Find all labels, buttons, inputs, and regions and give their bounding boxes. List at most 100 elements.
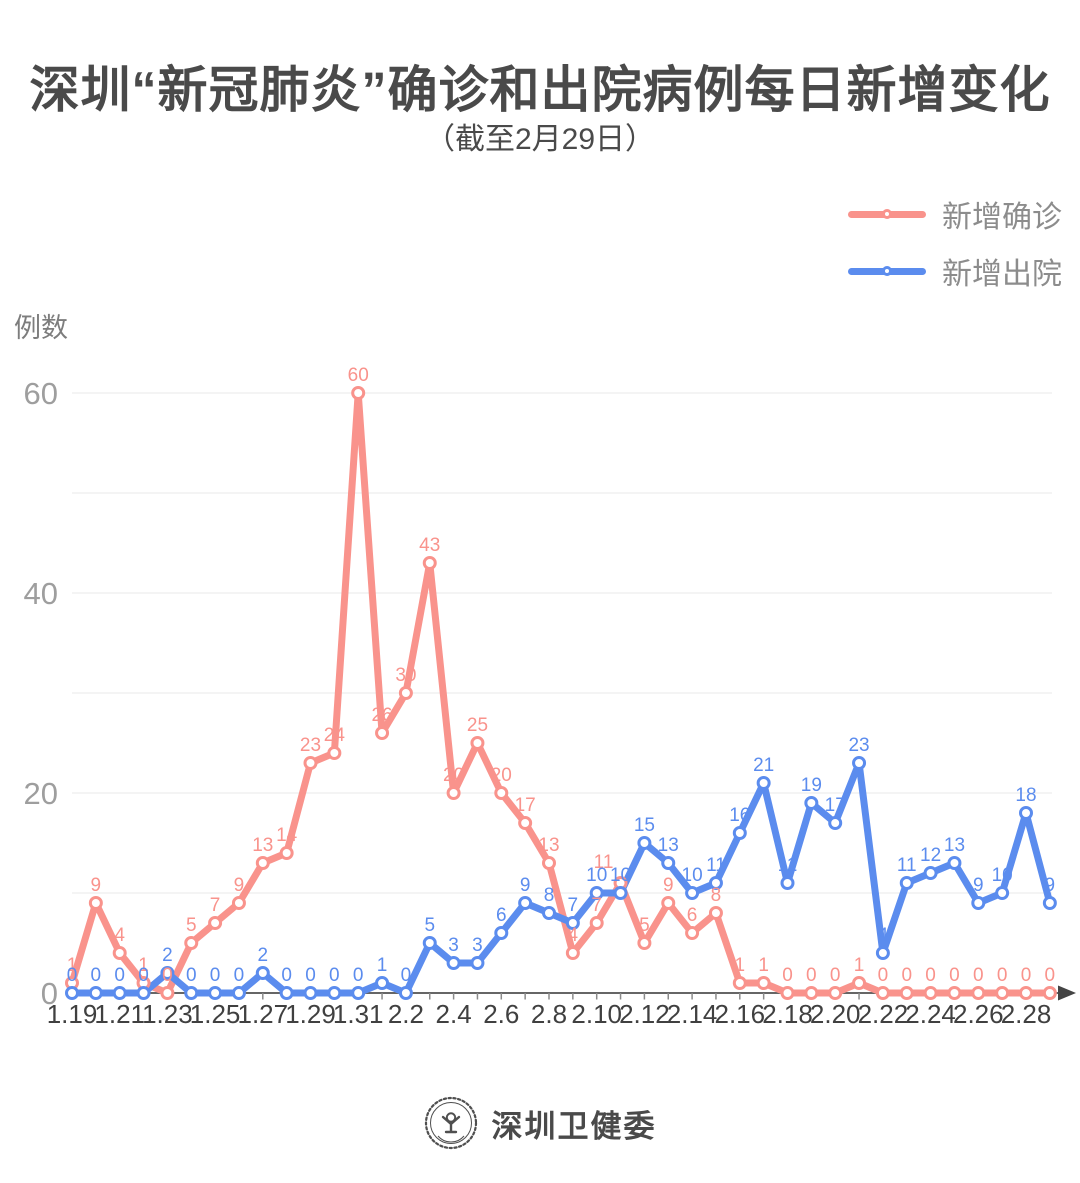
x-axis-arrow-icon <box>1058 985 1076 1001</box>
confirmed-data-label: 24 <box>324 725 346 746</box>
discharged-marker <box>852 756 867 770</box>
discharged-marker <box>899 876 914 890</box>
discharged-marker <box>375 976 390 990</box>
confirmed-marker <box>923 986 938 1000</box>
confirmed-data-label: 1 <box>67 955 78 976</box>
discharged-marker <box>565 916 580 930</box>
discharged-data-label: 6 <box>496 905 507 926</box>
confirmed-data-label: 25 <box>467 715 488 736</box>
confirmed-marker <box>756 976 771 990</box>
confirmed-data-label: 0 <box>925 965 936 986</box>
confirmed-marker <box>685 926 700 940</box>
discharged-marker <box>446 956 461 970</box>
discharged-marker <box>828 816 843 830</box>
confirmed-data-label: 0 <box>830 965 841 986</box>
confirmed-marker <box>828 986 843 1000</box>
discharged-data-label: 2 <box>258 945 269 966</box>
discharged-marker <box>398 986 413 1000</box>
discharged-marker <box>65 986 79 1000</box>
confirmed-data-label: 8 <box>711 885 722 906</box>
confirmed-marker <box>375 726 390 740</box>
discharged-data-label: 17 <box>825 795 846 816</box>
discharged-marker <box>136 986 151 1000</box>
discharged-data-label: 1 <box>377 955 388 976</box>
confirmed-marker <box>446 786 461 800</box>
confirmed-marker <box>947 986 962 1000</box>
discharged-data-label: 4 <box>878 925 889 946</box>
discharged-marker <box>685 886 700 900</box>
confirmed-data-label: 43 <box>419 535 440 556</box>
confirmed-marker <box>327 746 342 760</box>
confirmed-data-label: 0 <box>806 965 817 986</box>
confirmed-marker <box>160 986 175 1000</box>
y-axis-title: 例数 <box>14 313 68 343</box>
confirmed-data-label: 0 <box>1021 965 1032 986</box>
discharged-data-label: 11 <box>706 855 726 876</box>
confirmed-data-label: 14 <box>276 825 298 846</box>
discharged-data-label: 10 <box>586 865 607 886</box>
x-tick-label: 2.10 <box>571 999 622 1029</box>
discharged-data-label: 3 <box>472 935 483 956</box>
discharged-data-label: 0 <box>401 965 412 986</box>
confirmed-data-label: 60 <box>348 365 369 386</box>
discharged-marker <box>470 956 485 970</box>
confirmed-marker <box>1019 986 1033 1000</box>
confirmed-marker <box>231 896 246 910</box>
confirmed-data-label: 13 <box>538 835 559 856</box>
confirmed-marker <box>589 916 604 930</box>
legend-label-confirmed: 新增确诊 <box>942 201 1062 234</box>
confirmed-marker <box>542 856 556 870</box>
x-tick-label: 2.24 <box>905 999 956 1029</box>
discharged-data-label: 0 <box>305 965 316 986</box>
x-tick-label: 2.26 <box>953 999 1004 1029</box>
discharged-marker <box>780 876 795 890</box>
confirmed-marker <box>732 976 747 990</box>
discharged-data-label: 0 <box>353 965 364 986</box>
confirmed-marker <box>1042 986 1057 1000</box>
confirmed-data-label: 30 <box>395 665 416 686</box>
discharged-data-label: 15 <box>634 815 655 836</box>
confirmed-marker <box>661 896 676 910</box>
confirmed-data-label: 1 <box>758 955 769 976</box>
confirmed-data-label: 0 <box>901 965 912 986</box>
discharged-marker <box>1019 806 1033 820</box>
x-tick-label: 2.18 <box>762 999 813 1029</box>
discharged-marker <box>589 886 604 900</box>
discharged-data-label: 3 <box>448 935 459 956</box>
discharged-data-label: 0 <box>91 965 102 986</box>
confirmed-marker <box>899 986 914 1000</box>
x-tick-label: 2.16 <box>714 999 765 1029</box>
discharged-marker <box>661 856 676 870</box>
confirmed-data-label: 4 <box>114 925 125 946</box>
x-tick-label: 2.8 <box>531 999 567 1029</box>
discharged-marker <box>708 876 723 890</box>
discharged-legend-line-icon <box>848 266 926 276</box>
discharged-data-label: 23 <box>848 735 869 756</box>
confirmed-data-label: 0 <box>878 965 889 986</box>
discharged-data-label: 0 <box>329 965 340 986</box>
confirmed-data-label: 17 <box>515 795 536 816</box>
x-tick-label: 1.19 <box>47 999 98 1029</box>
discharged-marker <box>351 986 366 1000</box>
confirmed-data-label: 5 <box>186 915 197 936</box>
confirmed-data-label: 9 <box>91 875 102 896</box>
confirmed-legend-dot-icon <box>882 209 892 219</box>
discharged-marker <box>327 986 342 1000</box>
discharged-data-label: 0 <box>234 965 245 986</box>
discharged-legend-dot-icon <box>882 266 892 276</box>
discharged-data-label: 7 <box>568 895 579 916</box>
discharged-marker <box>231 986 246 1000</box>
discharged-data-label: 11 <box>778 855 798 876</box>
confirmed-marker <box>279 846 294 860</box>
confirmed-marker <box>875 986 890 1000</box>
discharged-data-label: 9 <box>973 875 984 896</box>
x-tick-label: 1.31 <box>333 999 384 1029</box>
discharged-data-label: 0 <box>186 965 197 986</box>
discharged-data-label: 5 <box>424 915 435 936</box>
discharged-marker <box>422 936 437 950</box>
confirmed-data-label: 20 <box>491 765 512 786</box>
confirmed-data-label: 23 <box>300 735 321 756</box>
x-tick-label: 2.4 <box>436 999 472 1029</box>
confirmed-marker <box>255 856 270 870</box>
